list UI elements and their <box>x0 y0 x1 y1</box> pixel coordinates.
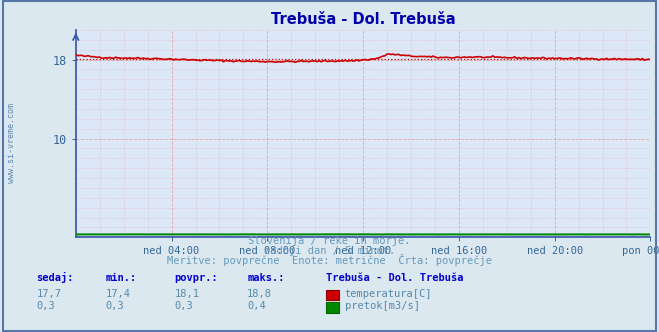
Text: Meritve: povprečne  Enote: metrične  Črta: povprečje: Meritve: povprečne Enote: metrične Črta:… <box>167 254 492 266</box>
Text: Slovenija / reke in morje.: Slovenija / reke in morje. <box>248 236 411 246</box>
Text: temperatura[C]: temperatura[C] <box>345 289 432 299</box>
Text: 0,3: 0,3 <box>36 301 55 311</box>
Text: pretok[m3/s]: pretok[m3/s] <box>345 301 420 311</box>
Text: min.:: min.: <box>105 273 136 283</box>
Text: sedaj:: sedaj: <box>36 272 74 283</box>
Text: 18,8: 18,8 <box>247 289 272 299</box>
Text: 18,1: 18,1 <box>175 289 200 299</box>
Title: Trebuša - Dol. Trebuša: Trebuša - Dol. Trebuša <box>271 12 455 27</box>
Text: 0,3: 0,3 <box>175 301 193 311</box>
Text: Trebuša - Dol. Trebuša: Trebuša - Dol. Trebuša <box>326 273 464 283</box>
Text: zadnji dan / 5 minut.: zadnji dan / 5 minut. <box>264 246 395 256</box>
Text: 17,4: 17,4 <box>105 289 130 299</box>
Text: 17,7: 17,7 <box>36 289 61 299</box>
Text: maks.:: maks.: <box>247 273 285 283</box>
Text: povpr.:: povpr.: <box>175 273 218 283</box>
Text: 0,4: 0,4 <box>247 301 266 311</box>
Text: www.si-vreme.com: www.si-vreme.com <box>7 103 16 183</box>
Text: 0,3: 0,3 <box>105 301 124 311</box>
